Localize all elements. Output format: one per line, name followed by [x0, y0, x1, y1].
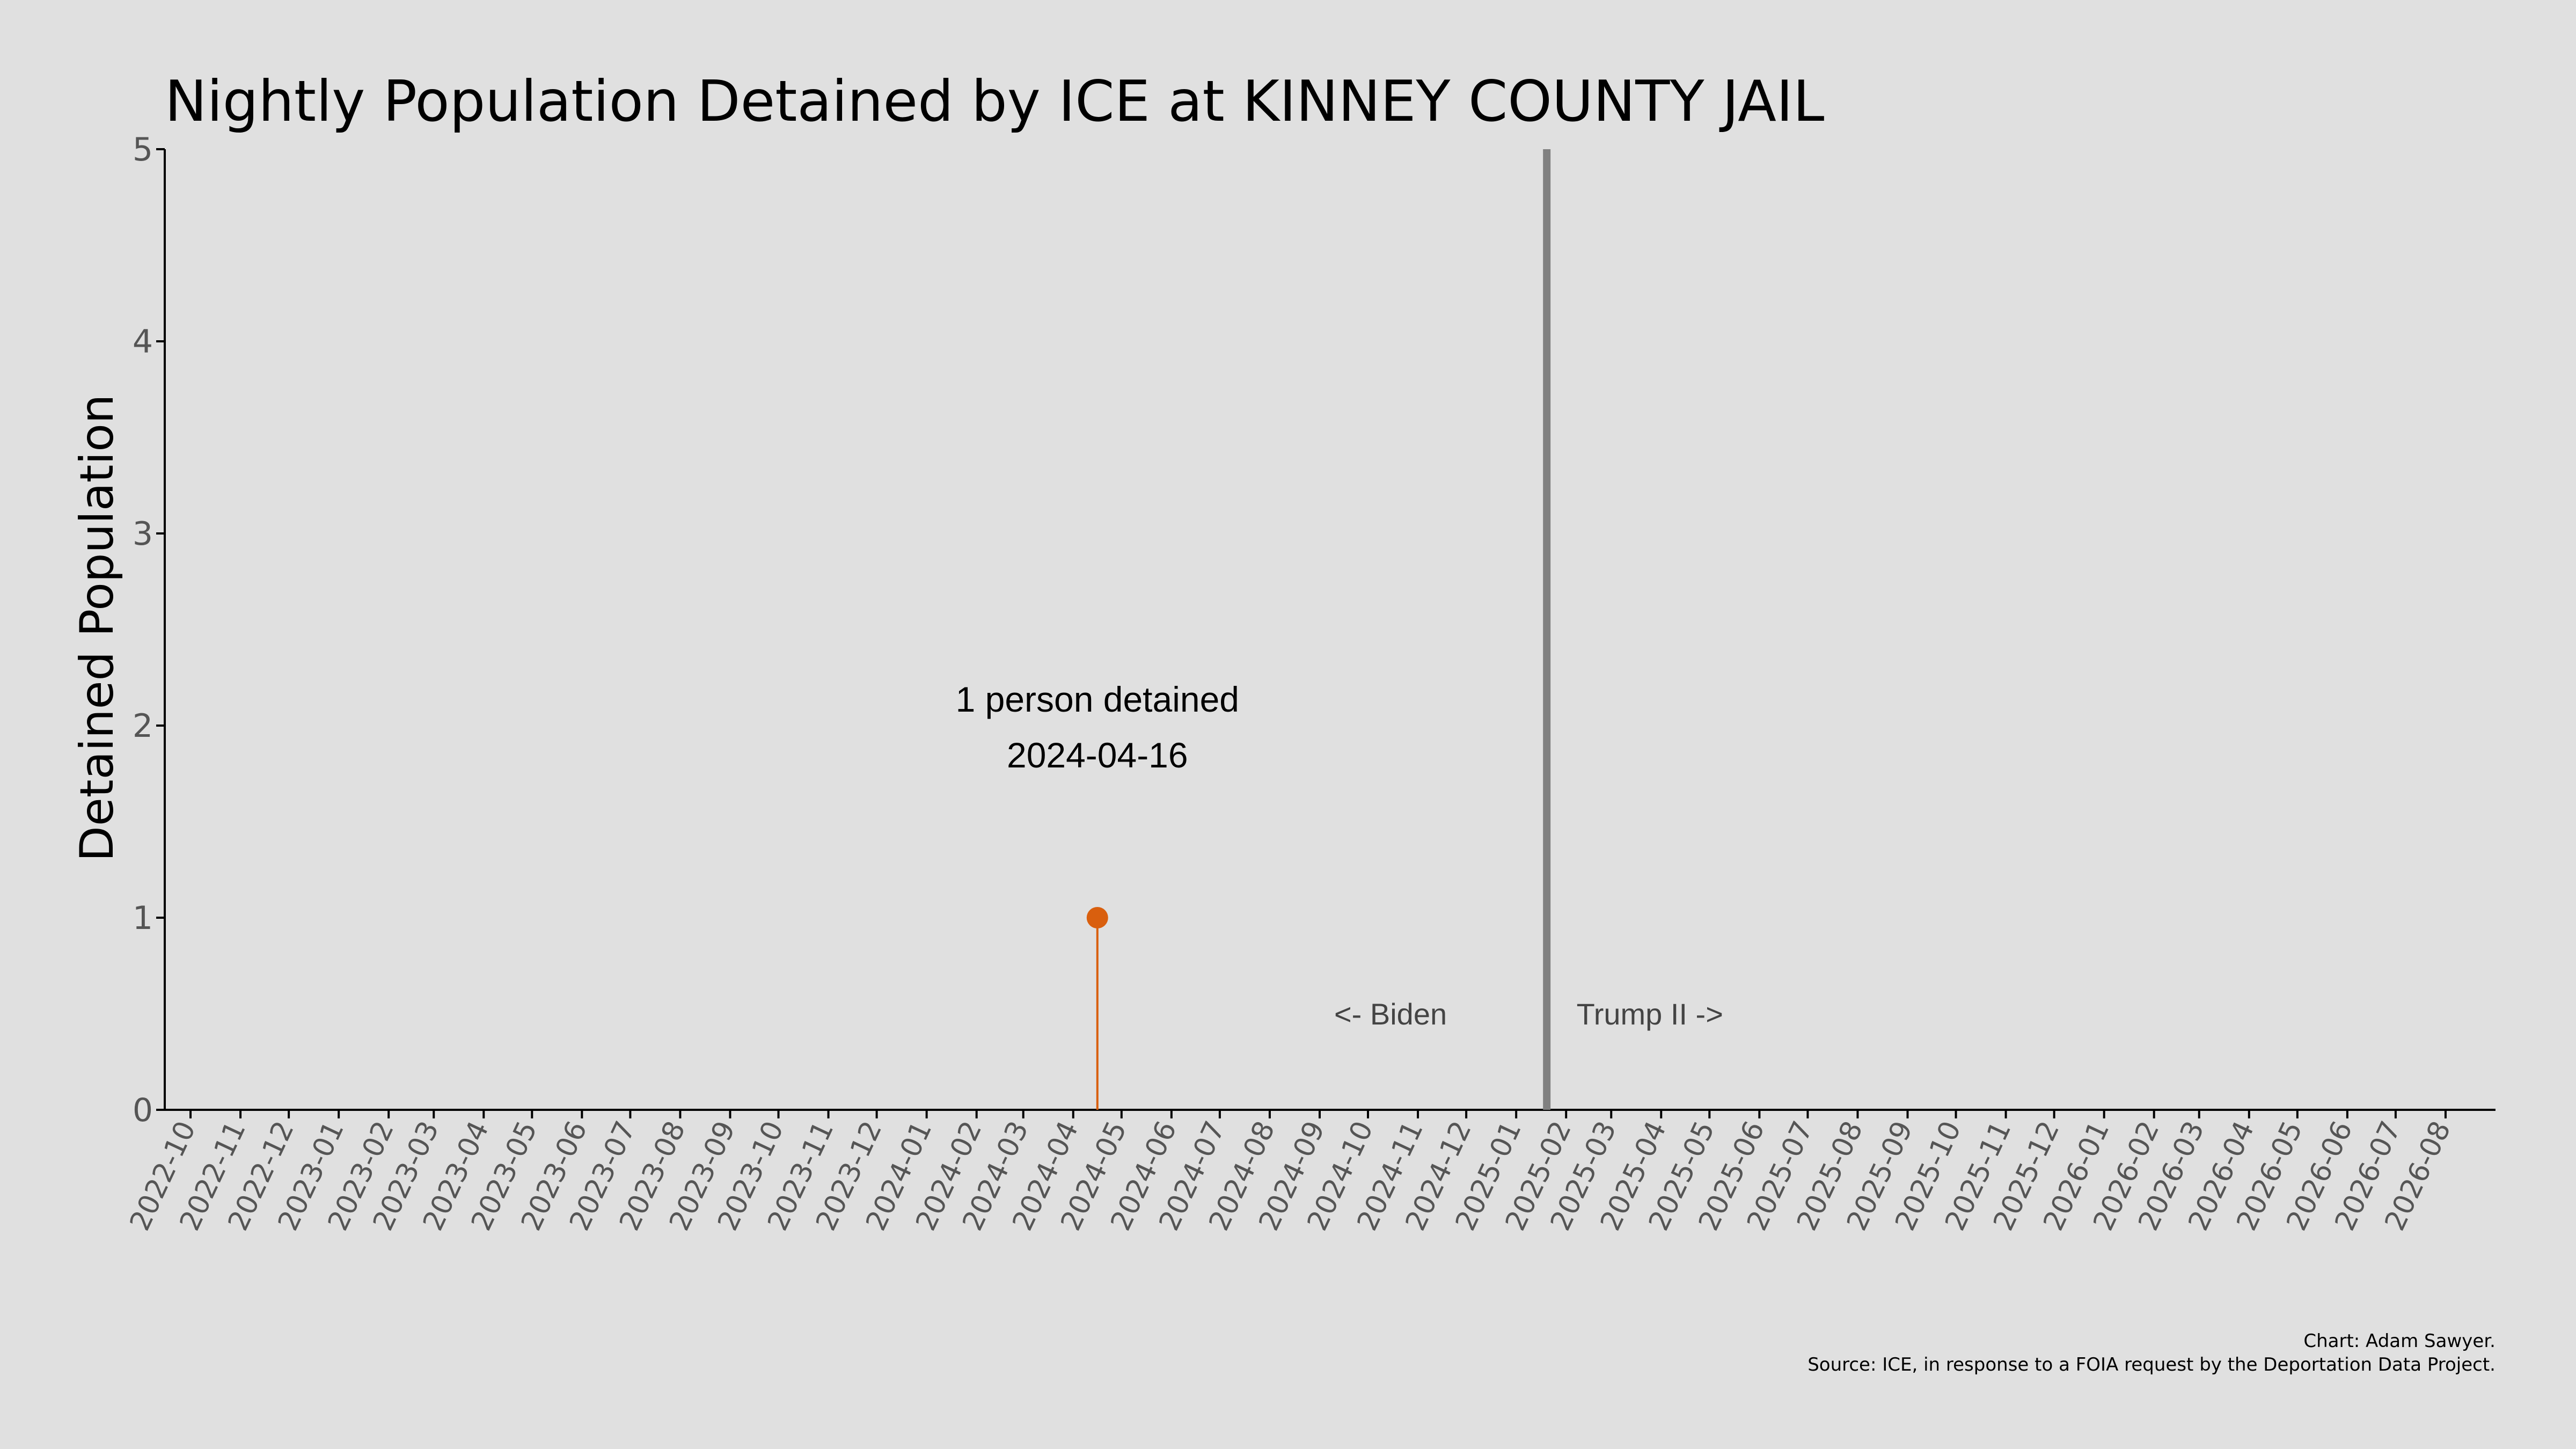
era-label-biden: <- Biden	[1334, 997, 1447, 1031]
y-axis-label: Detained Population	[70, 394, 124, 862]
chart-title: Nightly Population Detained by ICE at KI…	[165, 69, 1824, 134]
plot-area: 0123452022-102022-112022-122023-012023-0…	[124, 131, 2496, 1235]
y-tick-label: 1	[133, 899, 153, 937]
caption-credit: Chart: Adam Sawyer.	[2303, 1330, 2496, 1352]
y-tick-label: 4	[133, 323, 153, 361]
annotation-text: 1 person detained	[956, 679, 1239, 719]
era-label-trump: Trump II ->	[1577, 997, 1723, 1031]
y-tick-label: 3	[133, 515, 153, 553]
annotation-date: 2024-04-16	[1007, 735, 1188, 775]
y-tick-label: 2	[133, 707, 153, 745]
data-point	[1086, 907, 1108, 928]
caption-source: Source: ICE, in response to a FOIA reque…	[1807, 1354, 2496, 1375]
y-tick-label: 0	[133, 1092, 153, 1129]
y-tick-label: 5	[133, 131, 153, 169]
